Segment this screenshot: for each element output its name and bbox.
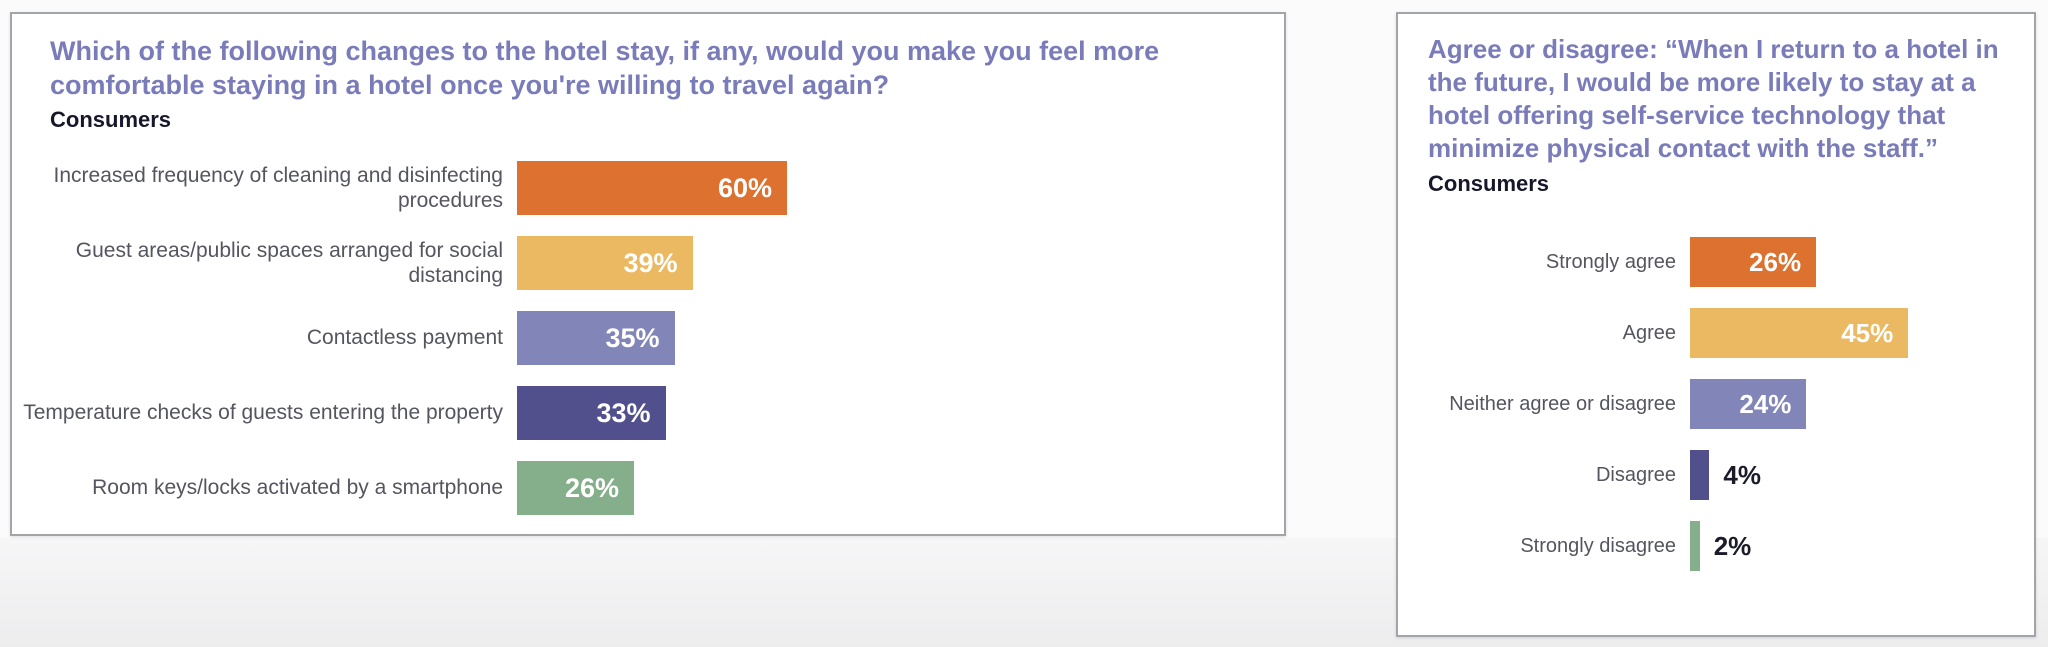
value-label: 4%: [1723, 459, 1761, 490]
category-label: Contactless payment: [306, 326, 503, 350]
category-label: Agree: [1622, 322, 1676, 344]
bar: 45%: [1690, 308, 1909, 358]
bar-row: Strongly agree 26%: [1398, 237, 2034, 287]
category-label: Room keys/locks activated by a smartphon…: [92, 476, 503, 500]
chart-title: Which of the following changes to the ho…: [50, 36, 1160, 100]
bar: 60%: [517, 161, 787, 215]
bar-row: Increased frequency of cleaning and disi…: [12, 161, 1284, 215]
chart-panel-agree-disagree: Agree or disagree: “When I return to a h…: [1396, 12, 2036, 637]
bar: 24%: [1690, 379, 1807, 429]
value-label: 26%: [1749, 246, 1802, 277]
chart-panel-hotel-changes: Which of the following changes to the ho…: [10, 12, 1286, 536]
category-label: Strongly agree: [1545, 251, 1676, 273]
bar: 39%: [517, 236, 693, 290]
chart-title: Agree or disagree: “When I return to a h…: [1428, 34, 1999, 163]
bar-row: Contactless payment 35%: [12, 311, 1284, 365]
value-label: 26%: [564, 472, 619, 503]
value-label: 35%: [605, 322, 660, 353]
category-label: Increased frequency of cleaning and disi…: [53, 163, 503, 212]
category-label: Guest areas/public spaces arranged for s…: [75, 238, 503, 287]
bar-chart: Strongly agree 26% Agree 45% Neither agr…: [1398, 237, 2034, 571]
bar-row: Agree 45%: [1398, 308, 2034, 358]
bar-row: Neither agree or disagree 24%: [1398, 379, 2034, 429]
value-label: 33%: [596, 397, 651, 428]
bar: [1690, 521, 1700, 571]
bar: 26%: [517, 461, 634, 515]
bar-row: Strongly disagree 2%: [1398, 521, 2034, 571]
bar-row: Disagree 4%: [1398, 450, 2034, 500]
bar-row: Temperature checks of guests entering th…: [12, 386, 1284, 440]
value-label: 24%: [1739, 388, 1792, 419]
category-label: Disagree: [1595, 464, 1676, 486]
bar: 35%: [517, 311, 675, 365]
value-label: 2%: [1713, 530, 1752, 561]
category-label: Neither agree or disagree: [1449, 393, 1676, 415]
bar: 26%: [1690, 237, 1817, 287]
bar-row: Guest areas/public spaces arranged for s…: [12, 236, 1284, 290]
value-label: 60%: [717, 172, 772, 203]
category-label: Strongly disagree: [1520, 535, 1676, 557]
category-label: Temperature checks of guests entering th…: [23, 401, 503, 425]
bar: 33%: [517, 386, 666, 440]
value-label: 39%: [623, 247, 678, 278]
bar-row: Room keys/locks activated by a smartphon…: [12, 461, 1284, 515]
bar-chart: Increased frequency of cleaning and disi…: [12, 161, 1284, 515]
bar: [1690, 450, 1710, 500]
chart-subtitle: Consumers: [50, 107, 172, 132]
chart-subtitle: Consumers: [1428, 171, 1550, 196]
value-label: 45%: [1841, 317, 1894, 348]
